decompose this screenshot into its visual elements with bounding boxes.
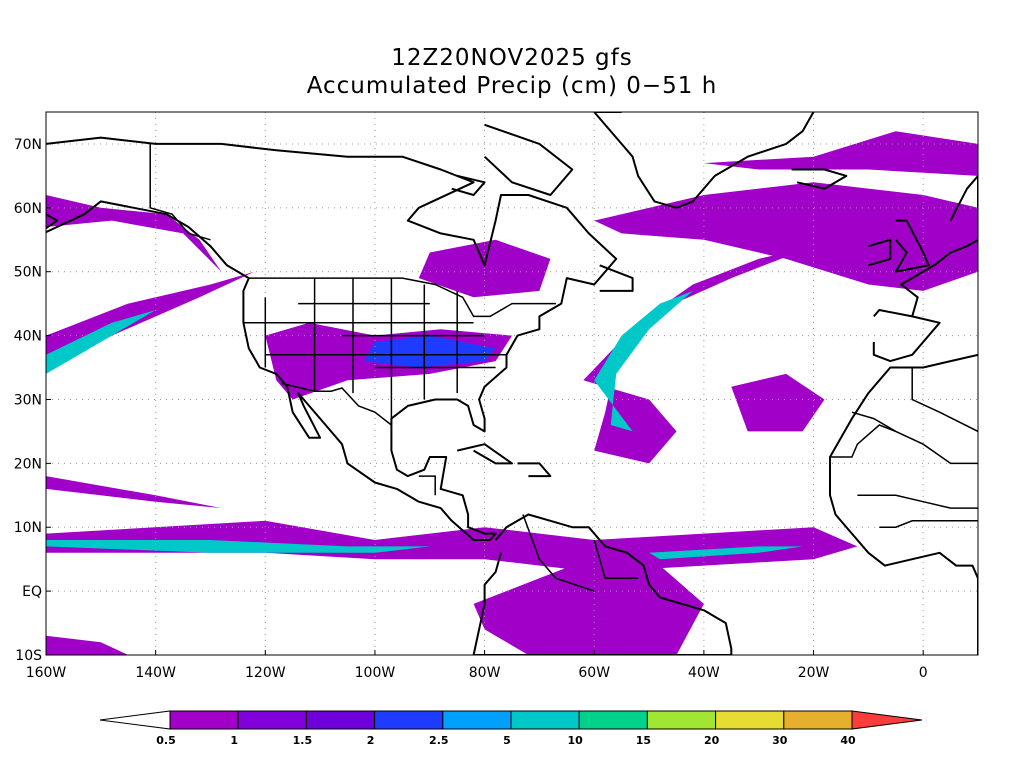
- colorbar-segment: [237, 710, 307, 730]
- precip-region-0: [46, 520, 858, 572]
- coastline-greenland: [593, 112, 815, 209]
- precip-region-8: [364, 335, 496, 368]
- border-africa-1: [851, 411, 978, 465]
- border-south-america-2: [593, 539, 639, 580]
- colorbar-segment: [715, 710, 785, 730]
- coastline-south-america: [472, 513, 733, 655]
- colorbar-label: 0.5: [156, 734, 176, 747]
- precip-region-5: [46, 310, 156, 374]
- precip-region-16: [46, 635, 129, 655]
- precip-region-12: [594, 182, 978, 291]
- precip-region-6: [46, 195, 222, 272]
- coastline-europe-north: [949, 174, 978, 254]
- lat-tick-label: EQ: [22, 584, 42, 600]
- coastline-france-coast: [900, 251, 952, 317]
- colorbar-label: 15: [636, 734, 651, 747]
- coastline-africa: [829, 353, 978, 655]
- colorbar: 0.5 1 1.5 2 2.5 5 10 15 20 30 40: [99, 710, 923, 747]
- lon-tick-label: 0: [919, 665, 928, 681]
- lat-tick-label: 30N: [14, 392, 42, 408]
- border-africa-4: [879, 520, 978, 528]
- precip-region-13: [703, 131, 978, 176]
- coastline-ireland: [868, 238, 892, 267]
- lon-tick-label: 20W: [798, 665, 830, 681]
- precip-layer: [46, 131, 978, 655]
- colorbar-segment: [169, 710, 239, 730]
- lat-tick-label: 10N: [14, 520, 42, 536]
- colorbar-segment: [646, 710, 717, 730]
- border-mexico-guatemala: [418, 475, 436, 496]
- colorbar-label: 2: [367, 734, 375, 747]
- lon-tick-label: 140W: [135, 665, 176, 681]
- lat-tick-label: 50N: [14, 265, 42, 281]
- colorbar-label: 1.5: [293, 734, 313, 747]
- lon-tick-label: 40W: [688, 665, 720, 681]
- border-africa-2: [830, 424, 897, 458]
- title-line-2: Accumulated Precip (cm) 0−51 h: [306, 73, 718, 99]
- precip-region-14: [731, 373, 825, 432]
- coastline-cuba: [456, 443, 513, 465]
- colorbar-label: 20: [704, 734, 720, 747]
- lon-tick-label: 100W: [355, 665, 396, 681]
- coastline-hispaniola: [517, 462, 552, 478]
- colorbar-label: 2.5: [429, 734, 449, 747]
- title-line-1: 12Z20NOV2025 gfs: [391, 45, 633, 71]
- colorbar-segment: [578, 710, 648, 730]
- colorbar-segment: [305, 710, 376, 730]
- coastline-iceland: [791, 168, 848, 190]
- lon-tick-label: 60W: [578, 665, 610, 681]
- border-us-canada: [248, 277, 556, 318]
- border-south-america-1: [522, 514, 595, 592]
- colorbar-label: 1: [230, 734, 238, 747]
- colorbar-label: 10: [568, 734, 584, 747]
- colorbar-label: 30: [772, 734, 788, 747]
- map-title: 12Z20NOV2025 gfs Accumulated Precip (cm)…: [0, 44, 1024, 100]
- lon-tick-label: 160W: [26, 665, 67, 681]
- colorbar-segment: [510, 710, 580, 730]
- grid-layer: [46, 112, 978, 655]
- border-alaska-canada: [149, 143, 211, 241]
- colorbar-segment: [374, 710, 444, 730]
- coastline-layer: [46, 112, 978, 655]
- precip-region-2: [649, 546, 803, 560]
- colorbar-segment: [783, 710, 853, 730]
- lat-tick-label: 10S: [15, 648, 42, 664]
- precip-region-1: [46, 540, 430, 553]
- lat-tick-label: 40N: [14, 329, 42, 345]
- lon-tick-label: 80W: [469, 665, 501, 681]
- coastline-baffin: [483, 123, 574, 196]
- coastline-british-isles: [894, 219, 930, 273]
- border-africa-3: [857, 494, 978, 509]
- lat-tick-label: 20N: [14, 456, 42, 472]
- colorbar-label: 40: [840, 734, 856, 747]
- colorbar-label: 5: [503, 734, 511, 747]
- lat-tick-label: 60N: [14, 201, 42, 217]
- lon-tick-label: 120W: [245, 665, 286, 681]
- colorbar-segment: [442, 710, 512, 730]
- colorbar-under-triangle: [99, 710, 171, 730]
- precip-region-4: [46, 271, 255, 368]
- coastline-newfoundland: [599, 264, 634, 292]
- precip-region-11: [594, 290, 693, 432]
- border-africa-5: [911, 367, 978, 433]
- colorbar-over-triangle: [851, 710, 923, 730]
- coastline-north-america: [46, 136, 618, 541]
- coastline-iberia: [872, 309, 941, 363]
- precip-region-10: [583, 246, 814, 464]
- precip-region-3: [46, 476, 222, 509]
- lat-tick-label: 70N: [14, 137, 42, 153]
- map-frame: [45, 111, 979, 656]
- coastline-hudson-bay-islands: [451, 174, 486, 196]
